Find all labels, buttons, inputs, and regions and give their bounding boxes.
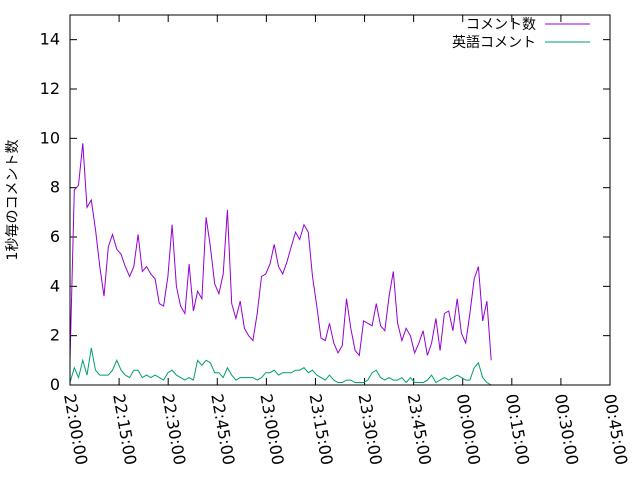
x-axis: 22:00:00 22:15:00 22:30:00 22:45:00 23:00:00… (60, 15, 631, 466)
y-tick-label: 6 (50, 227, 60, 246)
plot-border (69, 14, 611, 386)
x-tick-label: 22:45:00 (207, 392, 238, 466)
x-tick-label: 00:45:00 (600, 392, 631, 466)
x-tick-label: 23:15:00 (306, 392, 337, 466)
x-tick-label: 22:00:00 (60, 392, 91, 466)
x-tick-label: 00:00:00 (453, 392, 484, 466)
legend-label-1: コメント数 (466, 17, 536, 33)
y-axis: 0 2 4 6 8 10 12 14 (40, 30, 610, 394)
x-tick-label: 00:15:00 (502, 392, 533, 466)
x-tick-label: 22:30:00 (158, 392, 189, 466)
series-line-2 (69, 347, 492, 386)
y-axis-label: 1秒毎のコメント数 (5, 140, 21, 261)
x-tick-label: 00:30:00 (551, 392, 582, 466)
y-tick-label: 0 (50, 375, 60, 394)
y-tick-label: 12 (40, 79, 60, 98)
y-tick-label: 4 (50, 276, 60, 295)
legend-label-2: 英語コメント (452, 34, 536, 51)
x-tick-label: 23:00:00 (256, 392, 287, 466)
y-tick-label: 2 (50, 326, 60, 345)
x-tick-label: 23:30:00 (355, 392, 386, 466)
x-tick-label: 22:15:00 (109, 392, 140, 466)
plot-series (69, 143, 492, 386)
y-tick-label: 8 (50, 178, 60, 197)
x-tick-label: 23:45:00 (404, 392, 435, 466)
series-line-1 (69, 143, 492, 361)
y-tick-label: 10 (40, 128, 60, 147)
y-tick-label: 14 (40, 30, 60, 49)
